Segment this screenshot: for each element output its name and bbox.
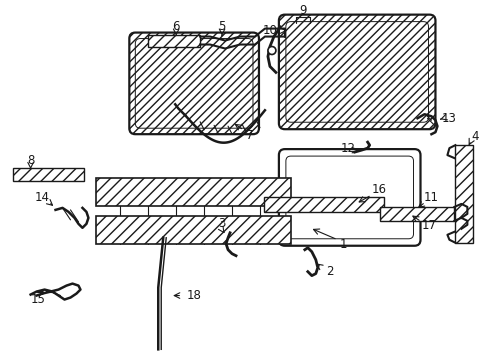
Text: 13: 13 bbox=[441, 112, 456, 125]
Text: 14: 14 bbox=[35, 192, 50, 204]
Text: 5: 5 bbox=[218, 20, 225, 33]
Bar bbox=[13, 168, 84, 181]
Bar bbox=[96, 216, 290, 244]
Bar bbox=[264, 197, 383, 212]
Text: 17: 17 bbox=[421, 219, 436, 232]
Text: 7: 7 bbox=[246, 129, 253, 142]
Text: 10: 10 bbox=[262, 24, 277, 37]
FancyBboxPatch shape bbox=[278, 149, 420, 246]
Circle shape bbox=[267, 46, 275, 54]
Text: 16: 16 bbox=[371, 184, 386, 197]
Bar bbox=[379, 207, 453, 221]
Bar bbox=[148, 35, 200, 46]
Text: 18: 18 bbox=[186, 289, 201, 302]
Text: 12: 12 bbox=[340, 141, 354, 155]
Text: 2: 2 bbox=[325, 265, 333, 278]
Text: 8: 8 bbox=[27, 154, 34, 167]
Text: 15: 15 bbox=[31, 293, 46, 306]
Text: 4: 4 bbox=[470, 130, 478, 143]
FancyBboxPatch shape bbox=[278, 15, 435, 129]
Bar bbox=[96, 178, 290, 206]
Text: 11: 11 bbox=[423, 192, 438, 204]
Text: 9: 9 bbox=[299, 4, 306, 17]
Text: 3: 3 bbox=[218, 217, 225, 230]
Text: 6: 6 bbox=[172, 20, 180, 33]
Bar bbox=[454, 145, 472, 243]
Text: 1: 1 bbox=[339, 238, 347, 251]
FancyBboxPatch shape bbox=[129, 32, 259, 134]
